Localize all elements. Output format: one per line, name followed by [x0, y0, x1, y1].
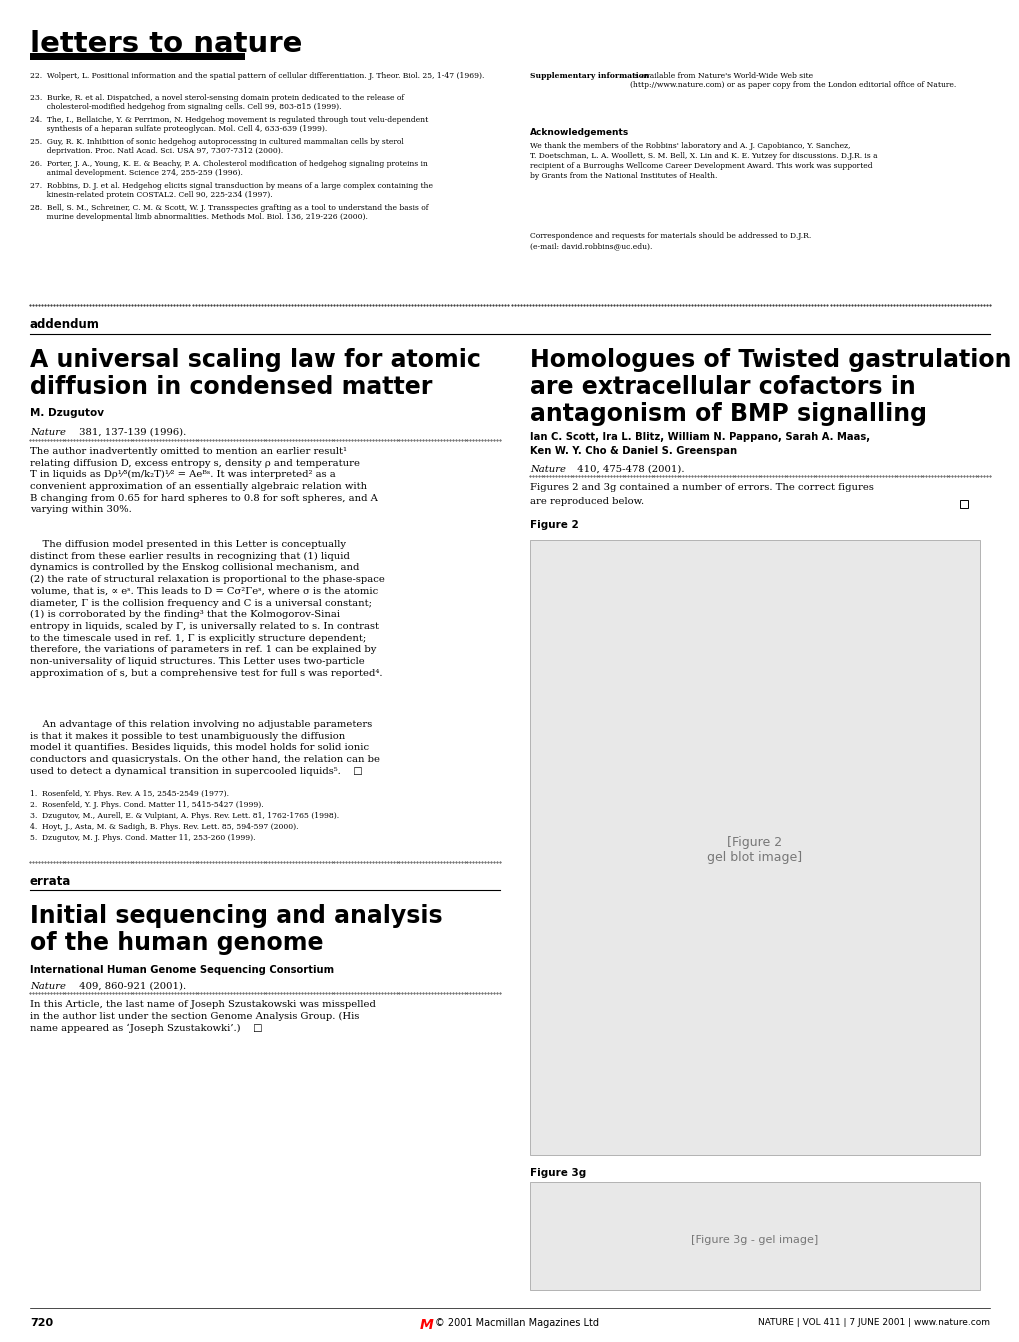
Text: 26.  Porter, J. A., Young, K. E. & Beachy, P. A. Cholesterol modification of hed: 26. Porter, J. A., Young, K. E. & Beachy…: [30, 160, 427, 177]
Text: antagonism of BMP signalling: antagonism of BMP signalling: [530, 403, 926, 425]
Text: The author inadvertently omitted to mention an earlier result¹
relating diffusio: The author inadvertently omitted to ment…: [30, 447, 377, 514]
Text: In this Article, the last name of Joseph Szustakowski was misspelled
in the auth: In this Article, the last name of Joseph…: [30, 1000, 376, 1033]
Text: of the human genome: of the human genome: [30, 931, 323, 956]
Bar: [530, 539, 979, 1155]
Text: © 2001 Macmillan Magazines Ltd: © 2001 Macmillan Magazines Ltd: [434, 1318, 598, 1329]
Text: 2.  Rosenfeld, Y. J. Phys. Cond. Matter 11, 5415-5427 (1999).: 2. Rosenfeld, Y. J. Phys. Cond. Matter 1…: [30, 801, 263, 809]
Text: 3.  Dzugutov, M., Aurell, E. & Vulpiani, A. Phys. Rev. Lett. 81, 1762-1765 (1998: 3. Dzugutov, M., Aurell, E. & Vulpiani, …: [30, 812, 338, 820]
Text: M. Dzugutov: M. Dzugutov: [30, 408, 104, 417]
Text: Ian C. Scott, Ira L. Blitz, William N. Pappano, Sarah A. Maas,: Ian C. Scott, Ira L. Blitz, William N. P…: [530, 432, 869, 442]
Text: International Human Genome Sequencing Consortium: International Human Genome Sequencing Co…: [30, 965, 334, 976]
Text: 24.  The, I., Bellaiche, Y. & Perrimon, N. Hedgehog movement is regulated throug: 24. The, I., Bellaiche, Y. & Perrimon, N…: [30, 115, 428, 133]
Text: Nature: Nature: [30, 428, 66, 437]
Text: M: M: [420, 1318, 433, 1333]
Text: NATURE | VOL 411 | 7 JUNE 2001 | www.nature.com: NATURE | VOL 411 | 7 JUNE 2001 | www.nat…: [757, 1318, 989, 1327]
Text: 27.  Robbins, D. J. et al. Hedgehog elicits signal transduction by means of a la: 27. Robbins, D. J. et al. Hedgehog elici…: [30, 183, 433, 199]
Text: 28.  Bell, S. M., Schreiner, C. M. & Scott, W. J. Transspecies grafting as a too: 28. Bell, S. M., Schreiner, C. M. & Scot…: [30, 204, 428, 221]
Text: We thank the members of the Robbins' laboratory and A. J. Capobianco, Y. Sanchez: We thank the members of the Robbins' lab…: [530, 142, 876, 180]
Text: 381, 137-139 (1996).: 381, 137-139 (1996).: [76, 428, 186, 437]
Text: Correspondence and requests for materials should be addressed to D.J.R.
(e-mail:: Correspondence and requests for material…: [530, 232, 810, 250]
Text: An advantage of this relation involving no adjustable parameters
is that it make: An advantage of this relation involving …: [30, 721, 380, 776]
Text: errata: errata: [30, 875, 71, 888]
Text: 22.  Wolpert, L. Positional information and the spatial pattern of cellular diff: 22. Wolpert, L. Positional information a…: [30, 72, 484, 81]
Text: 5.  Dzugutov, M. J. Phys. Cond. Matter 11, 253-260 (1999).: 5. Dzugutov, M. J. Phys. Cond. Matter 11…: [30, 833, 255, 841]
Text: 4.  Hoyt, J., Asta, M. & Sadigh, B. Phys. Rev. Lett. 85, 594-597 (2000).: 4. Hoyt, J., Asta, M. & Sadigh, B. Phys.…: [30, 823, 299, 831]
Text: The diffusion model presented in this Letter is conceptually
distinct from these: The diffusion model presented in this Le…: [30, 539, 384, 678]
Text: 25.  Guy, R. K. Inhibition of sonic hedgehog autoprocessing in cultured mammalia: 25. Guy, R. K. Inhibition of sonic hedge…: [30, 138, 404, 156]
Bar: [959, 501, 967, 509]
Text: diffusion in condensed matter: diffusion in condensed matter: [30, 374, 432, 399]
Text: Nature: Nature: [530, 464, 566, 474]
Text: [Figure 2
gel blot image]: [Figure 2 gel blot image]: [707, 836, 802, 864]
Text: addendum: addendum: [30, 318, 100, 331]
Text: are extracellular cofactors in: are extracellular cofactors in: [530, 374, 915, 399]
Text: 409, 860-921 (2001).: 409, 860-921 (2001).: [76, 982, 185, 990]
Text: Nature: Nature: [30, 982, 66, 990]
Text: Ken W. Y. Cho & Daniel S. Greenspan: Ken W. Y. Cho & Daniel S. Greenspan: [530, 446, 737, 456]
Text: [Figure 3g - gel image]: [Figure 3g - gel image]: [691, 1235, 818, 1245]
Text: Figures 2 and 3g contained a number of errors. The correct figures: Figures 2 and 3g contained a number of e…: [530, 483, 873, 493]
Text: are reproduced below.: are reproduced below.: [530, 497, 643, 506]
Bar: [30, 52, 245, 60]
Text: Figure 3g: Figure 3g: [530, 1168, 586, 1178]
Bar: [530, 1182, 979, 1290]
Text: A universal scaling law for atomic: A universal scaling law for atomic: [30, 348, 480, 372]
Text: Acknowledgements: Acknowledgements: [530, 127, 629, 137]
Text: Homologues of Twisted gastrulation: Homologues of Twisted gastrulation: [530, 348, 1011, 372]
Text: 1.  Rosenfeld, Y. Phys. Rev. A 15, 2545-2549 (1977).: 1. Rosenfeld, Y. Phys. Rev. A 15, 2545-2…: [30, 790, 229, 798]
Text: Figure 2: Figure 2: [530, 519, 578, 530]
Text: 720: 720: [30, 1318, 53, 1329]
Text: 410, 475-478 (2001).: 410, 475-478 (2001).: [574, 464, 684, 474]
Text: Initial sequencing and analysis: Initial sequencing and analysis: [30, 905, 442, 929]
Text: Supplementary information: Supplementary information: [530, 72, 649, 81]
Text: 23.  Burke, R. et al. Dispatched, a novel sterol-sensing domain protein dedicate: 23. Burke, R. et al. Dispatched, a novel…: [30, 94, 404, 111]
Text: letters to nature: letters to nature: [30, 30, 302, 58]
Text: is available from Nature's World-Wide Web site
(http://www.nature.com) or as pap: is available from Nature's World-Wide We…: [630, 72, 956, 89]
